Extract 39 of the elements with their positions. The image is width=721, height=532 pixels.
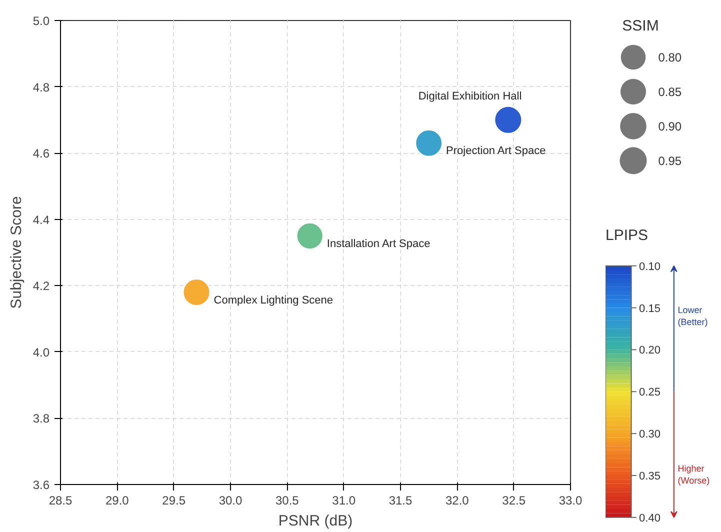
- legend-label: 0.90: [658, 120, 682, 134]
- y-tick-label: 4.0: [32, 345, 50, 360]
- x-axis-title: PSNR (dB): [278, 512, 353, 530]
- x-tick-label: 33.0: [558, 494, 583, 508]
- legend-label: 0.85: [658, 85, 682, 100]
- series-label: Installation Art Space: [326, 238, 430, 250]
- legend-label: 0.95: [658, 154, 682, 168]
- x-tick-label: 32.0: [445, 494, 470, 508]
- x-tick-label: 29.0: [105, 494, 130, 508]
- color-bar-label: 0.25: [639, 386, 660, 399]
- color-bar-title: LPIPS: [606, 227, 648, 244]
- y-axis-title: Subjective Score: [8, 196, 25, 309]
- text: Lower (Better): [678, 305, 708, 328]
- color-bar-label: 0.30: [639, 428, 660, 441]
- x-tick-label: 30.5: [275, 494, 300, 508]
- x-tick-label: 29.5: [162, 494, 186, 508]
- color-bar-label: 0.35: [639, 470, 660, 482]
- color-bar-label: 0.20: [639, 344, 660, 357]
- y-tick-label: 3.6: [32, 478, 50, 492]
- color-bar-label: 0.15: [639, 302, 660, 315]
- color-bar-label: 0.40: [639, 512, 660, 524]
- series-label: Projection Art Space: [446, 145, 546, 158]
- x-tick-label: 32.5: [502, 494, 526, 508]
- y-tick-label: 4.4: [32, 212, 50, 227]
- legend-title: SSIM: [622, 18, 659, 35]
- y-tick-label: 3.8: [32, 412, 50, 426]
- series-label: Complex Lighting Scene: [214, 294, 334, 306]
- x-tick-label: 31.0: [332, 494, 356, 508]
- y-tick-label: 4.8: [32, 80, 50, 94]
- text: Higher (Worse): [678, 464, 710, 486]
- series-label: Digital Exhibition Hall: [418, 90, 522, 102]
- x-tick-label: 31.5: [388, 494, 413, 508]
- y-tick-label: 4.6: [32, 146, 50, 161]
- x-tick-label: 28.5: [48, 494, 73, 508]
- y-tick-label: 5.0: [32, 14, 50, 28]
- x-tick-label: 30.0: [218, 494, 243, 508]
- y-tick-label: 4.2: [32, 279, 50, 294]
- legend-label: 0.80: [658, 50, 682, 65]
- color-bar-label: 0.10: [639, 260, 660, 273]
